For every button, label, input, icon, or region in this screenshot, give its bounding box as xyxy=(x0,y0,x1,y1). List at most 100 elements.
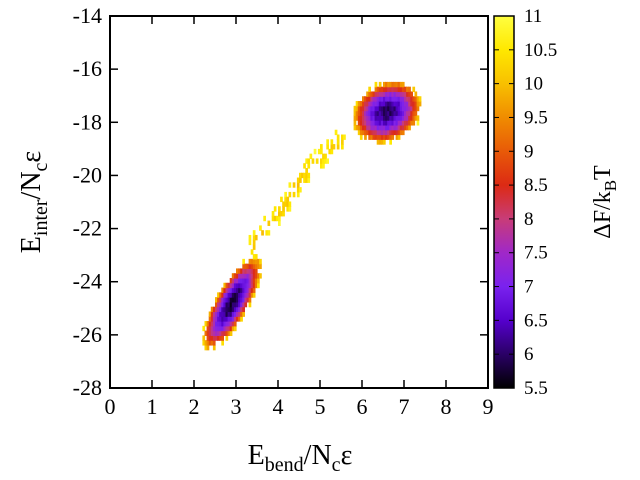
heatmap-cell xyxy=(242,277,245,284)
heatmap-cell xyxy=(248,282,252,289)
heatmap-cell xyxy=(412,101,416,107)
heatmap-cell xyxy=(288,182,292,188)
heatmap-cell xyxy=(303,172,306,179)
x-axis: 0 1 2 3 4 5 6 7 8 9 xyxy=(105,16,494,419)
heatmap-cell xyxy=(370,120,374,126)
heatmap-cell xyxy=(265,230,269,236)
heatmap-cell xyxy=(250,287,254,293)
heatmap-cell xyxy=(227,301,231,308)
heatmap-cell xyxy=(250,263,254,270)
heatmap-cell xyxy=(395,134,399,140)
heatmap-cell xyxy=(233,292,237,298)
heatmap-cell xyxy=(238,301,241,308)
heatmap-cell xyxy=(357,105,361,112)
heatmap-cell xyxy=(296,182,300,188)
heatmap-cell xyxy=(229,297,233,303)
heatmap-cell xyxy=(378,115,382,121)
heatmap-cell xyxy=(364,120,367,126)
heatmap-cell xyxy=(252,273,256,279)
heatmap-cell xyxy=(280,211,283,217)
heatmap-cell xyxy=(404,86,407,93)
heatmap-cell xyxy=(240,292,243,298)
heatmap-cell xyxy=(399,115,403,121)
heatmap-cell xyxy=(410,96,413,102)
heatmap-cell xyxy=(374,81,378,88)
heatmap-cell xyxy=(387,105,390,112)
x-tick-label: 2 xyxy=(189,394,200,419)
heatmap-cell xyxy=(399,129,403,136)
heatmap-cell xyxy=(370,115,374,121)
heatmap-cell xyxy=(212,316,216,322)
heatmap-cell xyxy=(252,292,256,298)
heatmap-cell xyxy=(383,115,386,121)
heatmap-cell xyxy=(399,124,403,131)
heatmap-cell xyxy=(217,335,220,341)
heatmap-cell xyxy=(223,292,227,298)
heatmap-cell xyxy=(259,263,262,270)
heatmap-cell xyxy=(387,86,390,93)
heatmap-cell xyxy=(229,330,233,336)
heatmap-cell xyxy=(267,230,271,236)
heatmap-cell xyxy=(229,325,233,332)
heatmap-cell xyxy=(229,292,233,298)
heatmap-cell xyxy=(410,120,413,126)
heatmap-cells xyxy=(202,81,422,351)
heatmap-cell xyxy=(357,115,361,121)
heatmap-cell xyxy=(380,129,384,136)
heatmap-cell xyxy=(208,335,212,341)
heatmap-cell xyxy=(385,105,388,112)
heatmap-cell xyxy=(248,239,252,246)
heatmap-cell xyxy=(397,129,401,136)
heatmap-cell xyxy=(236,282,239,289)
heatmap-cell xyxy=(238,297,241,303)
heatmap-cell xyxy=(286,206,290,212)
heatmap-cell xyxy=(366,129,369,136)
heatmap-cell xyxy=(378,101,382,107)
heatmap-cell xyxy=(233,321,237,327)
heatmap-cell xyxy=(225,325,229,332)
heatmap-cell xyxy=(366,91,369,97)
heatmap-cell xyxy=(399,86,403,93)
heatmap-cell xyxy=(233,277,237,284)
heatmap-cell xyxy=(395,105,399,112)
heatmap-cell xyxy=(383,101,386,107)
heatmap-cell xyxy=(215,306,218,313)
heatmap-cell xyxy=(404,110,407,116)
heatmap-cell xyxy=(231,311,235,317)
heatmap-cell xyxy=(391,91,395,97)
heatmap-cell xyxy=(406,96,409,102)
heatmap-cell xyxy=(387,120,390,126)
heatmap-cell xyxy=(223,282,227,289)
x-tick-label: 8 xyxy=(441,394,452,419)
heatmap-cell xyxy=(204,344,208,351)
heatmap-cell xyxy=(391,120,395,126)
heatmap-cell xyxy=(387,129,390,136)
heatmap-cell xyxy=(376,129,380,136)
heatmap-cell xyxy=(380,110,384,116)
heatmap-cell xyxy=(223,311,227,317)
heatmap-cell xyxy=(391,101,395,107)
heatmap-cell xyxy=(215,325,218,332)
heatmap-cell xyxy=(385,81,388,88)
heatmap-cell xyxy=(359,105,363,112)
heatmap-cell xyxy=(278,211,281,217)
heatmap-cell xyxy=(217,325,220,332)
heatmap-cell xyxy=(399,120,403,126)
heatmap-cell xyxy=(393,101,397,107)
heatmap-cell xyxy=(238,292,241,298)
heatmap-cell xyxy=(416,105,420,112)
heatmap-cell xyxy=(412,115,416,121)
heatmap-cell xyxy=(305,177,308,183)
heatmap-cell xyxy=(368,110,371,116)
heatmap-cell xyxy=(401,124,405,131)
heatmap-cell xyxy=(204,340,208,346)
heatmap-cell xyxy=(383,96,386,102)
heatmap-cell xyxy=(238,282,241,289)
heatmap-cell xyxy=(368,105,371,112)
heatmap-cell xyxy=(254,282,258,289)
heatmap-cell xyxy=(217,306,220,313)
heatmap-cell xyxy=(233,273,237,279)
heatmap-cell xyxy=(233,282,237,289)
heatmap-cell xyxy=(246,277,250,284)
heatmap-cell xyxy=(378,86,382,93)
